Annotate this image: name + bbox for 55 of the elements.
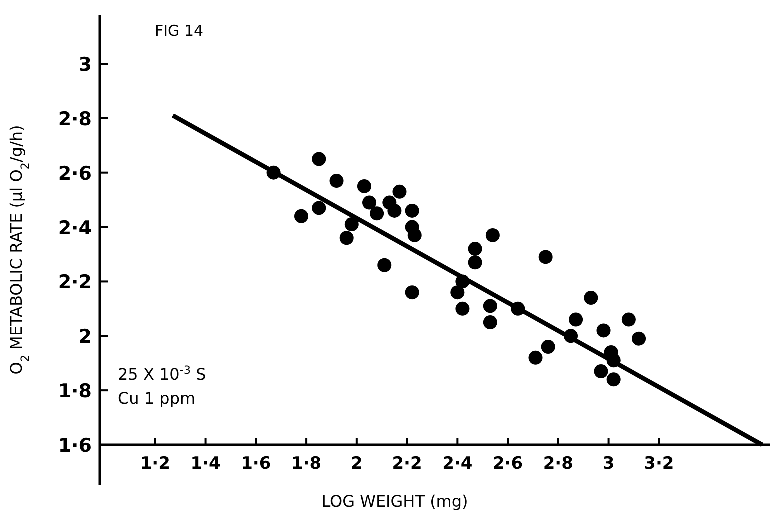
y-tick-label: 2·6 xyxy=(58,162,92,185)
point xyxy=(541,340,556,354)
point xyxy=(596,324,611,338)
x-tick-label: 2·4 xyxy=(442,454,473,474)
point xyxy=(622,312,636,327)
point xyxy=(370,206,384,221)
point xyxy=(388,204,402,218)
point xyxy=(528,350,543,365)
annotation: Cu 1 ppm xyxy=(118,389,196,408)
point xyxy=(632,332,646,346)
point xyxy=(538,250,553,264)
point xyxy=(362,196,377,210)
annotation: 25 X 10$^{-3}$ S xyxy=(118,364,206,384)
x-tick-label: 1·2 xyxy=(140,454,170,474)
point xyxy=(468,256,482,270)
point xyxy=(344,218,359,232)
y-tick-label: 2·2 xyxy=(58,272,92,294)
point xyxy=(584,291,598,306)
point xyxy=(486,228,500,242)
y-tick-label: 3 xyxy=(78,54,92,76)
point xyxy=(330,174,344,188)
point xyxy=(405,204,420,218)
point xyxy=(408,228,422,242)
x-tick-label: 3 xyxy=(602,454,615,474)
point xyxy=(456,302,470,316)
point xyxy=(340,231,354,246)
point xyxy=(294,209,309,224)
point xyxy=(392,184,407,199)
x-tick-label: 1·6 xyxy=(241,454,272,474)
y-tick-label: 1·6 xyxy=(58,435,92,457)
y-tick-label: 2·8 xyxy=(58,108,92,130)
x-tick-label: 1·4 xyxy=(190,454,222,474)
point xyxy=(450,286,465,300)
point xyxy=(483,299,498,314)
point xyxy=(468,242,482,256)
point xyxy=(569,312,584,327)
point xyxy=(312,152,326,166)
annotation: FIG 14 xyxy=(155,22,204,40)
x-tick-label: 2·6 xyxy=(492,454,524,474)
point xyxy=(357,179,372,194)
point xyxy=(405,286,420,300)
point xyxy=(594,364,608,379)
x-tick-label: 2·2 xyxy=(392,454,422,474)
x-tick-label: 2·8 xyxy=(543,454,574,474)
point xyxy=(378,258,392,272)
x-tick-label: 1·8 xyxy=(291,454,322,474)
x-axis-title: LOG WEIGHT (mg) xyxy=(322,492,468,511)
x-tick-label: 2 xyxy=(350,454,363,474)
point xyxy=(312,201,326,216)
point xyxy=(606,372,621,387)
x-tick-label: 3·2 xyxy=(644,454,674,474)
y-tick-label: 2·4 xyxy=(58,217,92,240)
y-tick-label: 2 xyxy=(78,326,92,348)
point xyxy=(483,316,498,330)
y-tick-label: 1·8 xyxy=(58,380,92,403)
